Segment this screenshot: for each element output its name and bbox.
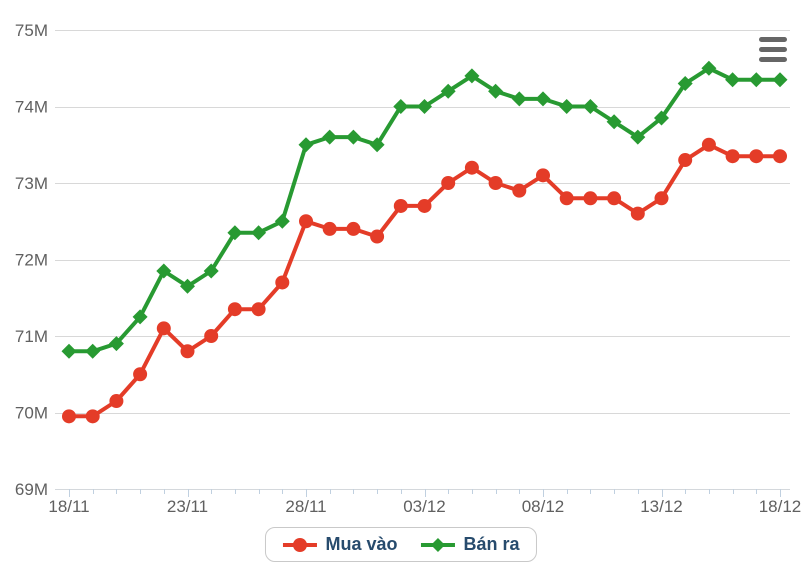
buy-series-point[interactable] <box>346 221 361 236</box>
y-axis-label: 70M <box>15 404 48 423</box>
buy-series-point[interactable] <box>488 176 503 190</box>
legend-item-buy[interactable]: Mua vào <box>281 534 398 555</box>
x-axis-label: 18/11 <box>48 497 89 516</box>
buy-series-point[interactable] <box>654 191 669 206</box>
sell-series-point[interactable] <box>725 72 741 88</box>
sell-series-point[interactable] <box>417 99 432 114</box>
buy-series-point[interactable] <box>607 191 622 206</box>
buy-series-marker-icon <box>282 537 317 552</box>
buy-series-point[interactable] <box>133 367 148 382</box>
buy-series-point[interactable] <box>370 229 385 244</box>
sell-series-point[interactable] <box>677 76 693 92</box>
sell-series-point[interactable] <box>393 99 409 114</box>
buy-series-point[interactable] <box>559 191 574 206</box>
y-axis-label: 69M <box>15 480 48 499</box>
x-axis-label: 08/12 <box>522 497 565 516</box>
x-axis-label: 28/11 <box>285 497 326 516</box>
sell-series-point[interactable] <box>369 137 385 153</box>
sell-series-point[interactable] <box>511 91 527 107</box>
buy-series-point[interactable] <box>156 321 171 336</box>
buy-series-point[interactable] <box>773 149 787 164</box>
sell-series-point[interactable] <box>298 137 314 153</box>
buy-series-point[interactable] <box>417 198 432 213</box>
buy-series-point[interactable] <box>583 191 598 206</box>
buy-series-point[interactable] <box>678 153 693 168</box>
sell-series-point[interactable] <box>345 129 361 145</box>
legend-label-buy: Mua vào <box>325 534 398 554</box>
hamburger-bar <box>759 37 787 42</box>
hamburger-bar <box>759 47 787 52</box>
buy-series-point[interactable] <box>464 160 479 175</box>
sell-series-point[interactable] <box>322 129 338 145</box>
hamburger-bar <box>759 57 787 62</box>
y-axis-label: 71M <box>15 327 48 346</box>
sell-series-point[interactable] <box>630 129 646 145</box>
buy-series-point[interactable] <box>251 302 266 317</box>
chart-legend: Mua vào Bán ra <box>264 527 537 562</box>
buy-series-point[interactable] <box>62 409 76 424</box>
sell-series-point[interactable] <box>156 263 172 279</box>
sell-series-point[interactable] <box>180 278 195 294</box>
sell-series-point[interactable] <box>606 114 622 130</box>
sell-series-point[interactable] <box>61 343 77 359</box>
buy-series-point[interactable] <box>85 409 100 424</box>
buy-series-point[interactable] <box>441 176 456 190</box>
x-axis-label: 03/12 <box>403 497 446 516</box>
sell-series-point[interactable] <box>203 263 219 279</box>
legend-label-sell: Bán ra <box>463 534 520 554</box>
sell-series-point[interactable] <box>227 225 243 241</box>
buy-series-point[interactable] <box>180 344 195 359</box>
buy-series-point[interactable] <box>227 302 242 317</box>
hamburger-menu-icon[interactable] <box>759 37 787 62</box>
sell-series-marker-icon <box>420 537 455 552</box>
sell-series-point[interactable] <box>440 83 456 99</box>
buy-series-point[interactable] <box>204 329 219 343</box>
buy-series-point[interactable] <box>630 206 645 221</box>
sell-series-point[interactable] <box>748 72 764 88</box>
buy-series-point[interactable] <box>322 221 337 236</box>
y-axis-label: 72M <box>15 251 48 270</box>
sell-series-point[interactable] <box>559 99 575 114</box>
sell-series-point[interactable] <box>108 336 124 352</box>
x-axis-label: 18/12 <box>759 497 801 516</box>
sell-series-point[interactable] <box>654 110 669 126</box>
buy-series-point[interactable] <box>536 168 550 183</box>
sell-series-point[interactable] <box>772 72 788 88</box>
sell-series-point[interactable] <box>488 83 504 99</box>
y-axis-label: 73M <box>15 174 48 193</box>
sell-series-point[interactable] <box>132 309 148 325</box>
buy-series-point[interactable] <box>393 198 408 213</box>
buy-series-point[interactable] <box>275 275 290 290</box>
y-axis-label: 75M <box>15 21 48 40</box>
sell-series-point[interactable] <box>464 68 480 84</box>
buy-series-point[interactable] <box>512 183 527 198</box>
y-axis-label: 74M <box>15 98 48 117</box>
sell-series-point[interactable] <box>85 343 101 359</box>
buy-series-point[interactable] <box>725 149 740 164</box>
buy-series-point[interactable] <box>749 149 764 164</box>
sell-series-point[interactable] <box>582 99 598 114</box>
buy-series-point[interactable] <box>701 137 716 152</box>
sell-series-point[interactable] <box>701 60 717 76</box>
legend-item-sell[interactable]: Bán ra <box>420 534 520 555</box>
sell-series-point[interactable] <box>535 91 551 107</box>
x-axis-label: 23/11 <box>167 497 208 516</box>
sell-series-point[interactable] <box>251 225 267 241</box>
x-axis-label: 13/12 <box>640 497 683 516</box>
buy-series-point[interactable] <box>109 394 124 409</box>
sell-series-point[interactable] <box>274 213 290 229</box>
buy-series-point[interactable] <box>299 214 313 229</box>
